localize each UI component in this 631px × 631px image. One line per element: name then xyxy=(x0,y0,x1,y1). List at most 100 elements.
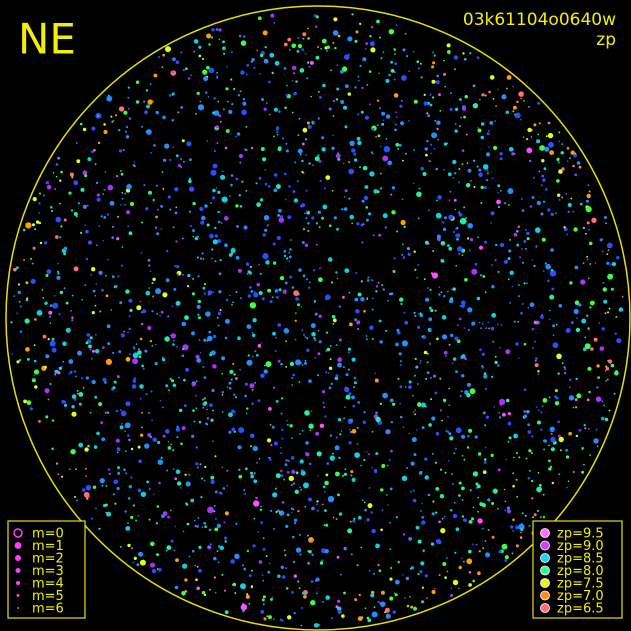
star xyxy=(540,184,543,187)
star xyxy=(507,441,510,443)
star xyxy=(421,516,425,519)
star xyxy=(571,321,574,324)
star xyxy=(249,302,257,309)
star xyxy=(587,277,590,280)
star xyxy=(569,157,571,160)
star xyxy=(315,25,318,28)
star xyxy=(404,320,409,325)
star xyxy=(348,197,351,200)
star xyxy=(285,587,289,590)
star xyxy=(441,221,444,223)
star xyxy=(139,300,142,303)
star xyxy=(340,430,343,432)
star xyxy=(135,100,140,104)
star xyxy=(301,48,305,51)
star xyxy=(214,234,218,238)
star xyxy=(91,126,96,131)
star xyxy=(298,533,301,536)
star xyxy=(322,204,328,210)
star xyxy=(353,517,356,520)
star xyxy=(529,302,535,308)
star xyxy=(355,272,358,275)
star xyxy=(573,227,578,232)
star xyxy=(265,102,268,105)
star xyxy=(295,471,299,475)
star xyxy=(331,189,334,192)
star xyxy=(430,152,433,155)
star xyxy=(170,333,176,339)
star xyxy=(84,284,86,287)
star xyxy=(323,406,326,409)
star xyxy=(306,348,310,352)
star xyxy=(430,308,434,313)
star xyxy=(496,199,501,205)
star xyxy=(448,432,452,436)
star xyxy=(484,424,487,427)
star xyxy=(316,592,318,595)
star xyxy=(456,238,459,241)
star xyxy=(287,37,292,42)
star xyxy=(325,349,328,352)
legend-swatch xyxy=(540,565,550,576)
star xyxy=(87,157,92,162)
star xyxy=(621,296,624,298)
star xyxy=(151,568,157,574)
star xyxy=(378,72,380,75)
star xyxy=(185,502,188,505)
star xyxy=(212,409,215,412)
star xyxy=(289,275,293,279)
star xyxy=(117,471,121,475)
star xyxy=(512,472,515,475)
star xyxy=(461,434,466,439)
star xyxy=(417,383,419,385)
star xyxy=(486,169,489,172)
star xyxy=(545,263,551,270)
star xyxy=(363,411,366,414)
star xyxy=(604,312,607,315)
star xyxy=(477,510,479,513)
star xyxy=(432,51,434,54)
star xyxy=(295,297,299,301)
star xyxy=(201,477,203,480)
star xyxy=(110,115,113,118)
star xyxy=(47,338,50,341)
star xyxy=(208,330,212,334)
star xyxy=(586,398,590,402)
star xyxy=(121,198,124,200)
star xyxy=(508,147,514,152)
star xyxy=(574,173,577,177)
star xyxy=(18,300,21,303)
star xyxy=(98,225,101,228)
star xyxy=(337,493,340,497)
star xyxy=(491,177,494,180)
star xyxy=(417,573,420,575)
star xyxy=(244,493,247,495)
star xyxy=(611,262,617,267)
star xyxy=(463,58,467,61)
star xyxy=(154,361,158,366)
star xyxy=(217,127,220,130)
star xyxy=(482,411,486,415)
star xyxy=(249,286,252,289)
star xyxy=(461,354,466,359)
star xyxy=(34,318,37,321)
star xyxy=(601,327,605,331)
star xyxy=(373,606,376,608)
star xyxy=(369,35,372,38)
star xyxy=(274,350,277,352)
star xyxy=(458,181,460,184)
star xyxy=(414,268,417,271)
star xyxy=(415,365,419,369)
star xyxy=(402,48,406,52)
star xyxy=(95,181,99,185)
star xyxy=(230,174,234,177)
star xyxy=(397,377,400,380)
star xyxy=(121,246,124,248)
star xyxy=(71,319,74,322)
star xyxy=(53,294,56,297)
star xyxy=(199,463,202,466)
star xyxy=(490,222,493,224)
star xyxy=(442,260,445,263)
star xyxy=(113,285,117,289)
star xyxy=(277,214,280,217)
